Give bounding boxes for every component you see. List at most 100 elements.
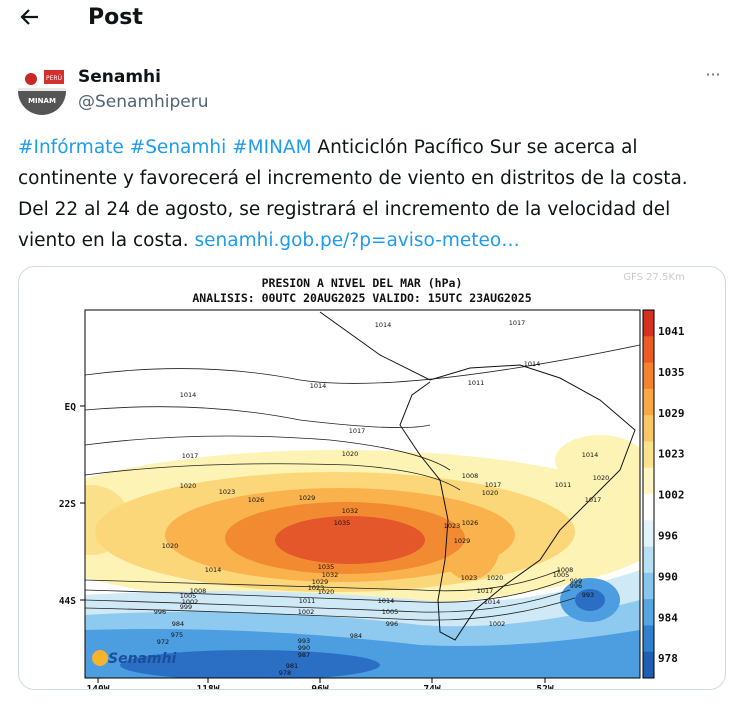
isobar-label: 993 (298, 637, 310, 645)
isobar-label: 1020 (482, 489, 499, 497)
colorbar-swatch (643, 520, 654, 548)
media-image[interactable]: PRESION A NIVEL DEL MAR (hPa) ANALISIS: … (10, 266, 726, 695)
isobar-label: 1020 (318, 588, 335, 596)
isobar-label: 1017 (477, 587, 494, 595)
lon-label: 52W (536, 684, 553, 695)
isobar-label: 1011 (299, 597, 316, 605)
colorbar-swatch (643, 599, 654, 626)
isobar-label: 996 (154, 608, 166, 616)
more-menu[interactable]: ··· (705, 65, 720, 84)
isobar-label: 1029 (312, 578, 329, 586)
colorbar-swatch (643, 572, 654, 600)
isobar-label: 978 (279, 669, 291, 677)
colorbar-label: 1041 (658, 325, 685, 338)
colorbar-swatch (643, 651, 654, 679)
lon-label: 74W (423, 684, 440, 695)
tweet-line: #Infórmate #Senamhi #MINAM Anticiclón Pa… (18, 137, 638, 158)
isobar-label: 972 (157, 638, 169, 646)
lon-label: 96W (311, 684, 328, 695)
isobar-label: 984 (172, 620, 184, 628)
colorbar-swatch (643, 546, 654, 574)
isobar-label: 1014 (310, 382, 327, 390)
pressure-map (85, 310, 640, 678)
isobar-label: 996 (386, 620, 398, 628)
lat-label: 22S (59, 499, 76, 510)
avatar-text: PERÚ (46, 75, 62, 82)
hashtag[interactable]: #MINAM (232, 137, 311, 158)
colorbar (642, 309, 655, 679)
hashtag[interactable]: #Infórmate (18, 137, 124, 158)
isobar-label: 1023 (308, 584, 325, 592)
colorbar-swatch (643, 467, 654, 495)
colorbar-label: 1029 (658, 407, 685, 420)
colorbar-swatch (643, 441, 654, 469)
colorbar-frame (642, 309, 655, 679)
isobar-label: 996 (570, 582, 582, 590)
isobar-label: 984 (350, 632, 362, 640)
isobar-label: 999 (570, 577, 582, 585)
isobar-label: 981 (286, 662, 298, 670)
isobar-label: 1005 (553, 571, 570, 579)
colorbar-swatch (643, 388, 654, 416)
isobar-label: 1014 (582, 451, 599, 459)
map-title: PRESION A NIVEL DEL MAR (hPa) (262, 276, 463, 290)
colorbar-label: 990 (658, 570, 678, 583)
colorbar-swatch (643, 494, 654, 521)
colorbar-label: 978 (658, 652, 678, 665)
author-name[interactable]: Senamhi (78, 67, 161, 87)
isobar-label: 1014 (378, 597, 395, 605)
isobar-label: 1020 (593, 474, 610, 482)
isobar-label: 1011 (555, 481, 572, 489)
tweet-text: continente y favorecerá el incremento de… (18, 168, 688, 189)
isobar-label: 1002 (298, 608, 315, 616)
map-logo: Senamhi (108, 651, 177, 667)
isobar-label: 1008 (557, 566, 574, 574)
hashtag[interactable]: #Senamhi (130, 137, 227, 158)
colorbar-swatch (643, 415, 654, 442)
isobar-label: 975 (171, 631, 183, 639)
lon-label: 140W (87, 684, 110, 695)
isobar-label: 1020 (342, 450, 359, 458)
isobar-label: 1014 (205, 566, 222, 574)
isobar-label: 1017 (349, 427, 366, 435)
page-title: Post (88, 5, 143, 30)
isobar-label: 1005 (180, 592, 197, 600)
isobar-label: 993 (582, 591, 594, 599)
isobar-label: 1014 (524, 360, 541, 368)
isobar-label: 1020 (180, 482, 197, 490)
isobar-label: 1002 (489, 620, 506, 628)
lon-label: 118W (197, 684, 220, 695)
isobar-label: 1014 (375, 321, 392, 329)
tweet-line: viento en la costa. senamhi.gob.pe/?p=av… (18, 230, 520, 251)
watermark: GFS 27.5Km (623, 272, 684, 283)
colorbar-swatch (643, 336, 654, 364)
tweet-text: viento en la costa. (18, 230, 189, 251)
isobar-label: 1008 (190, 587, 207, 595)
isobar-label: 1017 (509, 319, 526, 327)
tweet-link[interactable]: senamhi.gob.pe/?p=aviso-meteo… (194, 230, 519, 251)
colorbar-swatch (643, 362, 654, 390)
isobar-label: 1023 (461, 574, 478, 582)
isobar-label: 1029 (299, 494, 316, 502)
isobar-label: 1014 (484, 598, 501, 606)
isobar-label: 1032 (342, 507, 359, 515)
isobar-label: 1020 (487, 574, 504, 582)
tweet-text: Del 22 al 24 de agosto, se registrará el… (18, 199, 670, 220)
isobar-label: 1026 (462, 519, 479, 527)
logo-sun (92, 650, 108, 666)
author-handle[interactable]: @Senamhiperu (78, 92, 209, 112)
colorbar-label: 1023 (658, 448, 685, 461)
back-arrow[interactable] (20, 9, 38, 25)
isobar-label: 1008 (462, 472, 479, 480)
isobar-label: 1014 (180, 391, 197, 399)
isobar-label: 1023 (444, 522, 461, 530)
isobar-label: 1020 (162, 542, 179, 550)
colorbar-label: 996 (658, 530, 678, 543)
isobar-label: 1002 (182, 598, 199, 606)
tweet-text: Anticiclón Pacífico Sur se acerca al (317, 137, 637, 158)
isobar-label: 1026 (248, 496, 265, 504)
isobar-label: 990 (298, 644, 310, 652)
isobar-label: 1032 (322, 571, 339, 579)
avatar[interactable]: PERÚ MINAM (18, 64, 66, 115)
